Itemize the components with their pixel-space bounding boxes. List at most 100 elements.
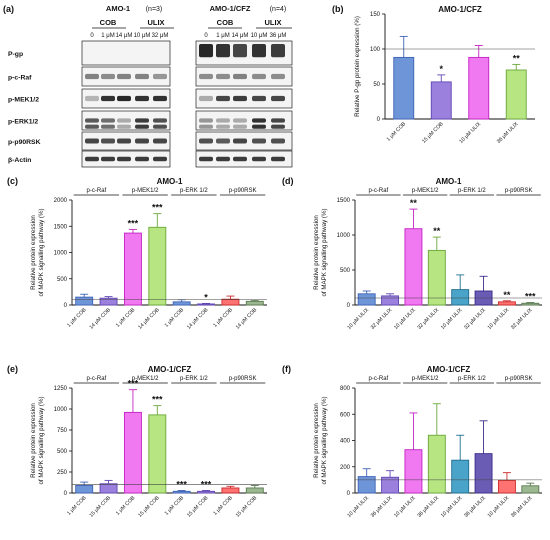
left-group-cob: COB [100, 18, 117, 27]
x-tick-label: 14 μM COB [88, 307, 112, 331]
x-tick-label: 10 μM ULIX [393, 307, 417, 331]
blot-band [117, 118, 131, 123]
bar [505, 69, 527, 120]
x-tick-label: 10 μM ULIX [487, 307, 511, 331]
x-tick-label: 32 μM ULIX [510, 307, 534, 331]
x-tick-label: 32 μM ULIX [463, 307, 487, 331]
group-label: p-MEK1/2 [132, 188, 159, 194]
lane-label: 10 μM [134, 33, 151, 39]
bar [381, 295, 400, 306]
panel-label: (e) [7, 364, 18, 374]
lane-label: 0 [90, 33, 94, 39]
blot-membranes [81, 40, 293, 168]
blot-band [117, 156, 131, 162]
blot-band [199, 138, 213, 144]
y-tick-label: 50 [373, 82, 380, 88]
y-tick-label: 500 [57, 277, 68, 283]
x-tick-label: 32 μM ULIX [417, 307, 441, 331]
blot-band [101, 73, 115, 80]
left-lane-labels: 0 1 μM 14 μM 10 μM 32 μM [90, 33, 168, 39]
bar [99, 297, 118, 306]
bar [521, 485, 540, 494]
bar [221, 487, 240, 494]
bar [468, 56, 490, 120]
y-tick-label: 1000 [54, 251, 68, 257]
bar [148, 226, 167, 306]
x-tick-label: 1 μM COB [66, 495, 88, 517]
x-tick-label: 1 μM COB [212, 307, 234, 329]
significance-label: ** [513, 53, 521, 63]
blot-band [252, 124, 266, 129]
panel-label: (f) [282, 364, 291, 374]
x-tick-label: 1 μM COB [66, 307, 88, 329]
bar [221, 298, 240, 306]
y-tick-label: 0 [347, 303, 351, 309]
x-tick-label: 36 μM ULIX [370, 495, 394, 519]
blot-band [135, 156, 149, 162]
y-axis-label: of MAPK signalling pathway (%) [38, 208, 45, 296]
blot-band [85, 124, 99, 129]
bar [197, 303, 216, 306]
y-tick-label: 1500 [337, 198, 351, 204]
group-label: p-c-Raf [87, 376, 107, 382]
blot-band [135, 138, 149, 144]
x-tick-label: 10 μM ULIX [440, 495, 464, 519]
lane-label: 36 μM [270, 33, 287, 39]
y-tick-label: 1000 [337, 233, 351, 239]
left-cell-line: AMO-1 [106, 4, 130, 13]
lane-label: 14 μM [116, 33, 133, 39]
y-tick-label: 400 [340, 439, 351, 445]
bar [451, 459, 470, 494]
blot-row-label: β-Actin [8, 157, 31, 164]
bar [99, 483, 118, 494]
x-tick-label: 15 μM COB [421, 121, 445, 145]
bar [451, 289, 470, 306]
chart-title: AMO-1/CFZ [427, 365, 471, 374]
blot-band [153, 95, 167, 102]
blot-band [101, 118, 115, 123]
blot-band [271, 156, 285, 162]
blot-band [252, 73, 266, 80]
x-tick-label: 32 μM ULIX [370, 307, 394, 331]
bar [474, 453, 493, 494]
blot-band [233, 138, 247, 144]
blot-band [199, 118, 213, 123]
blot-band [233, 156, 247, 162]
blot-band [135, 118, 149, 123]
blot-row-label: p-p90RSK [8, 139, 41, 146]
blot-band [271, 138, 285, 144]
panel-label-a: (a) [3, 4, 14, 14]
blot-band [199, 73, 213, 80]
blot-band [271, 73, 285, 80]
x-tick-label: 10 μM ULIX [393, 495, 417, 519]
blot-row-label: p-ERK1/2 [8, 119, 38, 126]
bar [357, 476, 376, 494]
group-label: p-ERK 1/2 [180, 188, 208, 194]
blot-band [271, 95, 285, 102]
right-group-cob: COB [217, 18, 234, 27]
blot-band [233, 73, 247, 80]
left-group-ulix: ULIX [147, 18, 164, 27]
right-cell-line: AMO-1/CFZ [210, 4, 251, 13]
y-axis-label: Relative protein expression [313, 403, 320, 478]
significance-label: *** [152, 395, 163, 405]
blot-band [135, 73, 149, 80]
y-tick-label: 250 [57, 470, 68, 476]
group-label: p-c-Raf [87, 188, 107, 194]
y-tick-label: 1000 [54, 407, 68, 413]
blot-band [233, 95, 247, 102]
x-tick-label: 1 μM COB [212, 495, 234, 517]
panel-label: (d) [282, 176, 294, 186]
bar [430, 81, 452, 120]
group-label: p-ERK 1/2 [458, 376, 486, 382]
bar [427, 434, 446, 494]
x-tick-label: 15 μM COB [235, 495, 259, 519]
blot-band [85, 118, 99, 123]
blot-band [216, 44, 230, 58]
left-n: (n=3) [146, 6, 163, 13]
bar [148, 414, 167, 494]
blot-band [233, 118, 247, 123]
y-tick-label: 1250 [54, 386, 68, 392]
group-label: p-c-Raf [369, 188, 389, 194]
y-axis-label: of MAPK signalling pathway (%) [321, 208, 328, 296]
